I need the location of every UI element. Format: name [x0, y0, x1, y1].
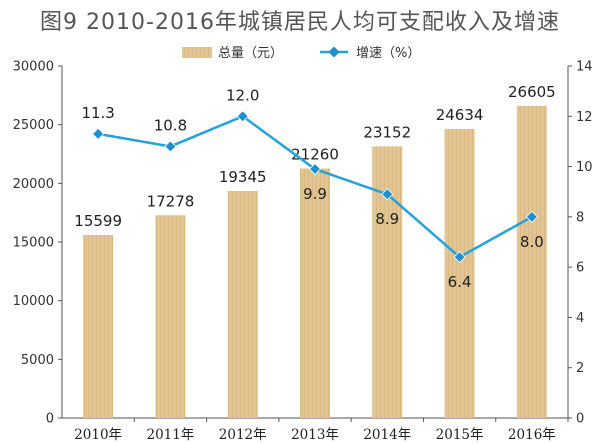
line-point	[381, 188, 394, 201]
bar-value-label: 21260	[291, 146, 339, 164]
bar-value-label: 26605	[508, 83, 556, 101]
bar	[444, 128, 475, 418]
bar-value-label: 15599	[74, 212, 122, 230]
bar-value-label: 23152	[363, 123, 411, 141]
bar	[516, 105, 547, 419]
legend-bar-swatch	[182, 47, 212, 58]
y-tick-left-label: 20000	[13, 177, 54, 192]
y-tick-right-label: 14	[576, 60, 593, 75]
legend-line-marker	[328, 46, 340, 58]
y-tick-right-label: 4	[576, 311, 584, 326]
bar-value-label: 17278	[147, 192, 195, 210]
line-point	[453, 251, 466, 264]
bar	[372, 146, 403, 419]
chart-title: 图9 2010-2016年城镇居民人均可支配收入及增速	[40, 10, 560, 35]
y-tick-right-label: 6	[576, 261, 584, 276]
line-point	[525, 210, 538, 223]
y-tick-right-label: 0	[576, 412, 584, 427]
y-tick-left-label: 5000	[21, 353, 54, 368]
bar	[300, 168, 330, 418]
y-tick-left-label: 0	[46, 412, 54, 427]
legend-bar-label: 总量（元）	[218, 46, 283, 61]
legend-line-label: 增速（%）	[356, 46, 420, 61]
x-tick-label: 2010年	[74, 427, 122, 443]
line-value-label: 11.3	[81, 104, 114, 122]
x-tick-label: 2015年	[436, 427, 484, 443]
y-tick-right-label: 10	[576, 160, 593, 175]
y-tick-left-label: 10000	[13, 294, 54, 309]
bar	[155, 215, 186, 418]
y-tick-left-label: 15000	[13, 236, 54, 251]
bar	[83, 234, 114, 418]
line-value-label: 8.9	[375, 210, 399, 228]
bar-value-label: 24634	[436, 106, 484, 124]
x-tick-label: 2014年	[363, 427, 411, 443]
x-tick-label: 2013年	[291, 427, 339, 443]
bar-value-label: 19345	[219, 168, 267, 186]
x-tick-label: 2011年	[146, 427, 194, 443]
y-tick-right-label: 8	[576, 210, 584, 225]
line-value-label: 6.4	[448, 273, 472, 291]
y-tick-right-label: 12	[576, 110, 593, 125]
line-point	[308, 163, 322, 176]
line-value-label: 10.8	[154, 116, 187, 134]
line-point	[164, 140, 177, 153]
line-value-label: 9.9	[303, 185, 327, 203]
y-tick-left-label: 25000	[13, 118, 54, 133]
bar	[227, 191, 258, 418]
line-value-label: 12.0	[226, 86, 259, 104]
line-value-label: 8.0	[520, 233, 544, 251]
y-tick-right-label: 2	[576, 361, 584, 376]
x-tick-label: 2016年	[508, 427, 556, 443]
line-point	[92, 127, 105, 140]
y-tick-left-label: 30000	[13, 60, 54, 75]
line-point	[236, 110, 249, 123]
x-tick-label: 2012年	[219, 427, 267, 443]
